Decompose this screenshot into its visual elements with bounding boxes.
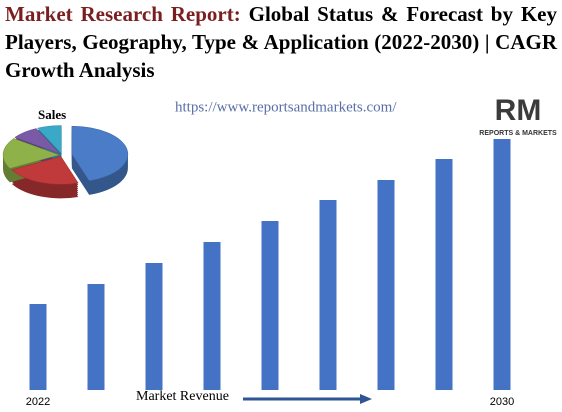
x-tick-label: 2030 bbox=[490, 396, 514, 408]
title: Market Research Report: Global Status & … bbox=[5, 0, 557, 84]
watermark: https://www.reportsandmarkets.com/ bbox=[175, 99, 397, 115]
logo-mark: RM bbox=[495, 94, 542, 127]
bar bbox=[377, 180, 395, 390]
pie-slice bbox=[11, 156, 79, 185]
pie-title: Sales bbox=[38, 107, 66, 122]
bar bbox=[87, 284, 105, 390]
bar bbox=[29, 304, 47, 390]
pie-slice bbox=[2, 138, 60, 169]
logo-name: REPORTS & MARKETS bbox=[479, 130, 557, 137]
bar bbox=[203, 242, 221, 390]
pie-slice bbox=[37, 125, 62, 155]
bar bbox=[261, 221, 279, 390]
pie-slice bbox=[14, 128, 61, 155]
title-text: Global Status & Forecast by Key Players,… bbox=[5, 2, 557, 82]
bar bbox=[493, 139, 511, 390]
bar bbox=[435, 159, 453, 390]
x-axis-label: Market Revenue bbox=[136, 389, 229, 404]
bar bbox=[319, 200, 337, 390]
bar bbox=[145, 263, 163, 390]
x-tick-label: 2022 bbox=[26, 396, 50, 408]
title-highlight: Market Research Report: bbox=[5, 2, 241, 26]
pie-slice bbox=[71, 125, 129, 182]
arrow-head bbox=[360, 394, 372, 404]
